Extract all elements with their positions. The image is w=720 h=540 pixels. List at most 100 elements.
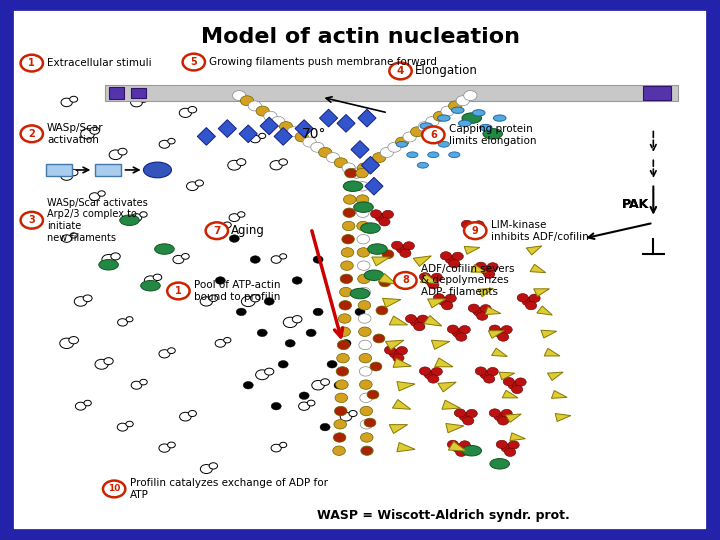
Circle shape (279, 254, 287, 259)
Text: WASP = Wiscott-Aldrich syndr. prot.: WASP = Wiscott-Aldrich syndr. prot. (318, 509, 570, 522)
Circle shape (278, 361, 288, 368)
Circle shape (140, 212, 147, 217)
Circle shape (341, 413, 352, 421)
Circle shape (494, 413, 505, 421)
Circle shape (264, 298, 274, 305)
Circle shape (356, 195, 369, 204)
Circle shape (360, 406, 372, 416)
Text: Profilin catalyzes exchange of ADP for
ATP: Profilin catalyzes exchange of ADP for A… (130, 478, 328, 500)
Circle shape (159, 350, 170, 358)
Text: Model of actin nucleation: Model of actin nucleation (200, 27, 520, 47)
Circle shape (350, 168, 363, 178)
Circle shape (189, 410, 197, 416)
Circle shape (340, 287, 352, 297)
Circle shape (501, 444, 512, 453)
Polygon shape (358, 109, 376, 127)
Circle shape (496, 440, 508, 449)
Ellipse shape (120, 215, 139, 226)
Ellipse shape (420, 123, 433, 129)
Circle shape (375, 213, 387, 222)
Circle shape (248, 101, 261, 111)
Polygon shape (464, 246, 480, 254)
Circle shape (21, 55, 43, 71)
Circle shape (345, 168, 357, 178)
Circle shape (357, 248, 370, 257)
Text: Aging: Aging (231, 224, 265, 237)
Circle shape (445, 255, 456, 264)
Circle shape (215, 224, 226, 232)
Polygon shape (239, 125, 257, 143)
Circle shape (364, 418, 376, 427)
Text: ADF/cofilin severs
& depolymerizes
ADP- filaments: ADF/cofilin severs & depolymerizes ADP- … (420, 264, 514, 297)
Circle shape (456, 448, 467, 456)
Circle shape (292, 315, 302, 323)
Circle shape (466, 224, 477, 232)
Circle shape (367, 390, 379, 399)
Circle shape (168, 138, 175, 144)
Polygon shape (555, 414, 571, 422)
Circle shape (153, 274, 162, 281)
Circle shape (466, 409, 477, 418)
Circle shape (251, 295, 260, 302)
Circle shape (279, 442, 287, 448)
Ellipse shape (493, 115, 506, 122)
Circle shape (69, 170, 78, 176)
Circle shape (287, 127, 300, 137)
Polygon shape (423, 315, 442, 326)
Circle shape (313, 256, 323, 264)
Circle shape (359, 380, 372, 389)
Polygon shape (438, 382, 456, 392)
Circle shape (419, 367, 431, 375)
Polygon shape (361, 157, 379, 174)
Circle shape (60, 338, 73, 348)
Polygon shape (413, 256, 431, 266)
Circle shape (233, 91, 246, 100)
Circle shape (357, 234, 369, 244)
Circle shape (428, 280, 439, 289)
Circle shape (503, 377, 514, 386)
Circle shape (356, 168, 369, 178)
Circle shape (279, 159, 287, 165)
Circle shape (337, 340, 350, 350)
Circle shape (311, 142, 324, 152)
Circle shape (70, 233, 77, 238)
Polygon shape (431, 340, 450, 349)
Circle shape (336, 380, 348, 389)
Bar (131, 87, 146, 98)
Circle shape (195, 180, 204, 186)
Circle shape (76, 402, 86, 410)
Circle shape (356, 208, 369, 218)
Polygon shape (471, 265, 487, 272)
Circle shape (295, 132, 308, 142)
Circle shape (473, 221, 485, 229)
Circle shape (271, 402, 282, 410)
Circle shape (445, 294, 456, 302)
Circle shape (98, 191, 105, 196)
Circle shape (251, 256, 260, 264)
Circle shape (433, 111, 446, 121)
Circle shape (186, 182, 198, 191)
Circle shape (384, 346, 395, 354)
Circle shape (464, 222, 487, 239)
Ellipse shape (361, 223, 380, 233)
Circle shape (60, 171, 73, 180)
Circle shape (343, 195, 356, 204)
Circle shape (126, 316, 133, 322)
Circle shape (361, 433, 373, 442)
Circle shape (529, 294, 540, 302)
Circle shape (279, 122, 293, 132)
Circle shape (303, 137, 316, 147)
Circle shape (69, 336, 78, 344)
Circle shape (456, 96, 469, 106)
Circle shape (126, 421, 133, 427)
Circle shape (449, 101, 462, 111)
Text: 10: 10 (108, 484, 120, 494)
Circle shape (403, 132, 416, 142)
Circle shape (326, 153, 340, 163)
Polygon shape (547, 372, 563, 381)
Circle shape (179, 413, 192, 421)
Polygon shape (449, 441, 467, 451)
Circle shape (403, 242, 415, 250)
Circle shape (251, 136, 260, 143)
Circle shape (459, 413, 470, 421)
